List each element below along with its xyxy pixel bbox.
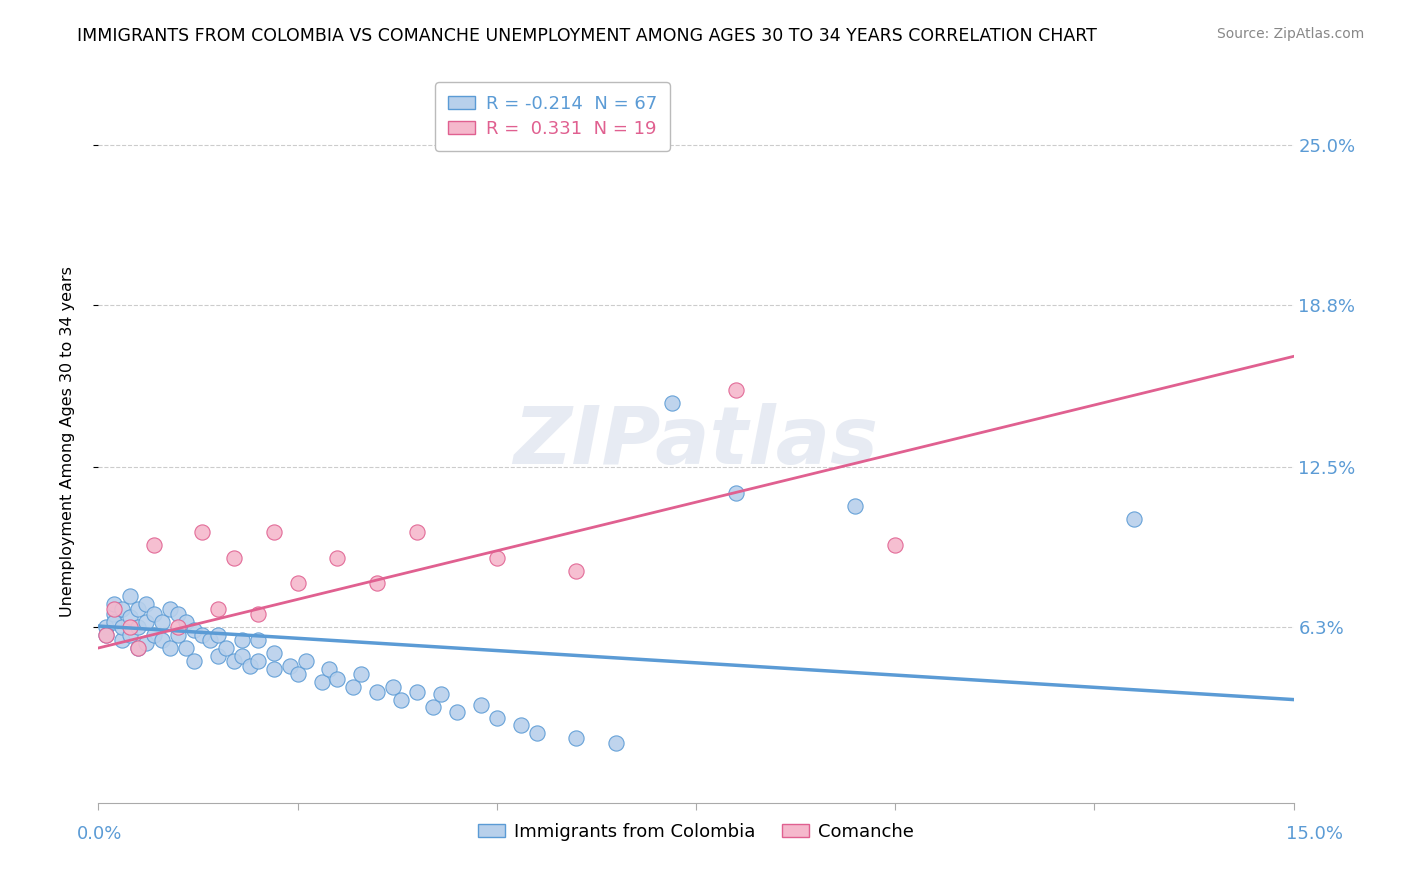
Point [485,550,508,565]
Y-axis label: Unemployment Among Ages 30 to 34 years: Unemployment Among Ages 30 to 34 years [60,266,75,617]
Point [207,628,229,642]
Point [127,620,149,634]
Legend: Immigrants from Colombia, Comanche: Immigrants from Colombia, Comanche [471,815,921,848]
Point [150,633,173,648]
Point [239,659,262,673]
Point [246,654,269,668]
Point [231,648,253,663]
Text: 15.0%: 15.0% [1285,825,1343,843]
Point [366,576,388,591]
Point [96,620,118,634]
Point [565,564,588,578]
Point [605,736,627,750]
Point [111,633,134,648]
Point [127,640,149,655]
Point [174,640,197,655]
Point [485,711,508,725]
Point [294,654,316,668]
Point [1123,512,1146,526]
Point [366,685,388,699]
Point [198,633,221,648]
Point [120,620,142,634]
Point [215,640,238,655]
Point [103,602,125,616]
Point [263,646,285,660]
Point [167,607,190,622]
Point [724,383,747,397]
Point [231,633,253,648]
Point [103,597,125,611]
Point [183,623,205,637]
Point [430,687,453,701]
Point [183,654,205,668]
Point [246,633,269,648]
Point [278,659,301,673]
Text: Source: ZipAtlas.com: Source: ZipAtlas.com [1216,27,1364,41]
Point [844,499,866,513]
Point [382,680,405,694]
Point [565,731,588,746]
Point [311,674,333,689]
Point [96,628,118,642]
Point [120,628,142,642]
Point [287,666,309,681]
Point [167,628,190,642]
Point [406,524,429,539]
Point [159,640,181,655]
Point [406,685,429,699]
Point [127,602,149,616]
Point [287,576,309,591]
Point [342,680,364,694]
Text: ZIPatlas: ZIPatlas [513,402,879,481]
Point [222,654,245,668]
Text: IMMIGRANTS FROM COLOMBIA VS COMANCHE UNEMPLOYMENT AMONG AGES 30 TO 34 YEARS CORR: IMMIGRANTS FROM COLOMBIA VS COMANCHE UNE… [77,27,1097,45]
Point [111,602,134,616]
Point [326,672,349,686]
Point [389,692,412,706]
Point [143,607,166,622]
Point [326,550,349,565]
Point [96,628,118,642]
Point [127,640,149,655]
Point [661,396,683,410]
Point [222,550,245,565]
Point [120,610,142,624]
Point [120,590,142,604]
Point [422,700,444,714]
Point [446,706,468,720]
Point [246,607,269,622]
Point [167,620,190,634]
Point [724,486,747,500]
Point [111,620,134,634]
Point [103,607,125,622]
Point [135,636,157,650]
Point [150,615,173,630]
Point [350,666,373,681]
Point [143,628,166,642]
Point [174,615,197,630]
Text: 0.0%: 0.0% [77,825,122,843]
Point [509,718,531,732]
Point [159,602,181,616]
Point [263,524,285,539]
Point [526,726,548,740]
Point [207,648,229,663]
Point [191,628,214,642]
Point [318,662,340,676]
Point [135,597,157,611]
Point [884,538,907,552]
Point [103,615,125,630]
Point [470,698,492,712]
Point [207,602,229,616]
Point [191,524,214,539]
Point [263,662,285,676]
Point [143,538,166,552]
Point [135,615,157,630]
